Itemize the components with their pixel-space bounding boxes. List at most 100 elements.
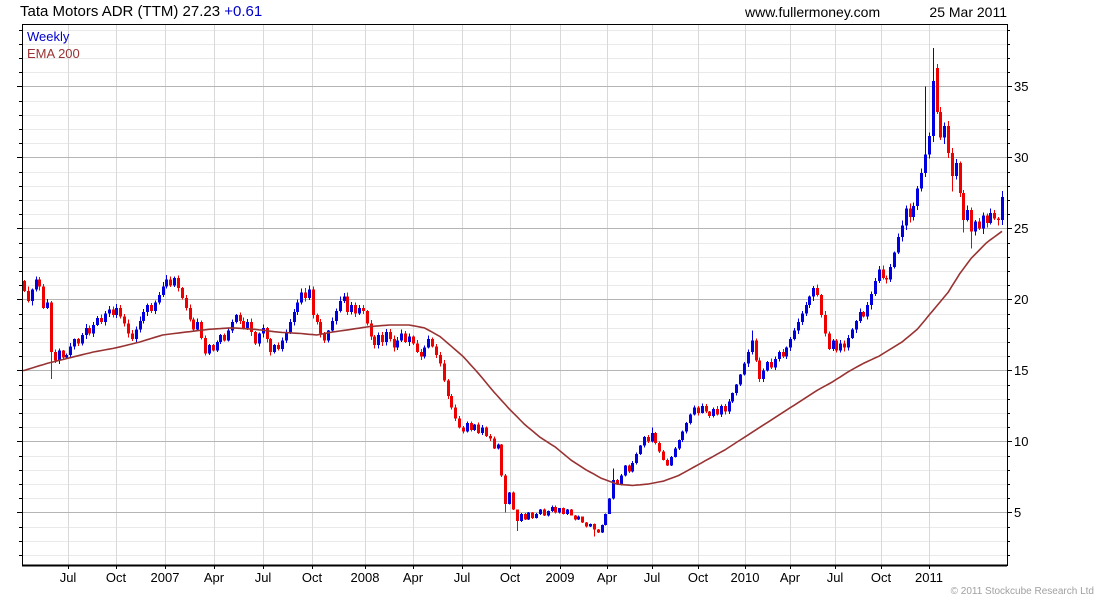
candle-body-up [231,322,234,331]
candle-body-up [989,212,992,223]
candle-body-up [577,516,580,520]
candle-body-down [593,523,596,530]
candle-body-down [316,315,319,323]
legend-ema-200: EMA 200 [27,46,80,61]
y-axis-label: 30 [1014,150,1028,165]
candle-body-down [123,316,126,324]
candle-body-up [396,340,399,348]
candle-body-up [296,302,299,313]
candle-body-down [697,407,700,414]
candle-body-up [612,479,615,499]
candle-body-up [974,221,977,232]
candle-body-up [897,236,900,253]
candle-body-up [1001,197,1004,220]
x-axis-label: 2010 [731,570,760,585]
candle-body-down [54,352,57,361]
candle-body-down [119,307,122,317]
candle-body-up [916,188,919,206]
candle-body-up [466,423,469,432]
candle-body-up [601,525,604,533]
candle-body-down [212,344,215,351]
candle-body-down [724,405,727,412]
candle-body-up [246,322,249,328]
candle-body-down [616,479,619,485]
candle-body-up [46,302,49,308]
candle-body-up [720,405,723,415]
candle-body-down [450,396,453,408]
candle-body-up [793,330,796,340]
x-axis-label: Apr [403,570,424,585]
candle-body-up [739,374,742,385]
chart-title: Tata Motors ADR (TTM) 27.23 +0.61 [20,3,262,20]
candle-body-down [716,408,719,415]
candle-body-down [882,269,885,279]
candle-body-down [42,286,45,308]
candle-body-up [624,465,627,476]
candle-body-up [400,333,403,341]
candle-body-up [674,448,677,458]
candle-body-down [435,346,438,355]
candle-body-up [219,334,222,343]
candle-body-up [339,300,342,311]
candle-body-up [982,215,985,229]
candle-body-down [323,333,326,341]
candle-body-up [547,511,550,516]
candle-body-down [628,465,631,472]
candle-body-down [23,281,26,291]
x-axis-label: Oct [302,570,323,585]
candle-body-down [127,323,130,334]
candle-body-up [932,80,935,137]
candle-body-up [535,513,538,519]
candle-body-down [939,112,942,138]
candle-body-up [527,512,530,520]
candle-body-up [408,336,411,343]
candle-body-up [327,330,330,341]
candle-body-up [481,427,484,433]
candle-body-up [331,320,334,331]
candle-body-up [115,307,118,316]
candle-body-up [566,509,569,514]
candle-body-down [543,509,546,516]
candle-body-down [666,459,669,466]
candle-body-down [524,513,527,520]
x-axis-label: 2011 [915,570,943,585]
candle-body-up [473,424,476,431]
candle-body-down [354,305,357,314]
candle-body-up [901,225,904,237]
candle-body-up [139,320,142,330]
candle-body-up [651,432,654,442]
candle-body-up [69,346,72,355]
candle-body-up [335,310,338,321]
x-axis-label: Jul [255,570,272,585]
candle-body-up [878,269,881,282]
candle-body-down [835,340,838,351]
candle-body-down [381,334,384,343]
instrument-name-and-price: Tata Motors ADR (TTM) 27.23 [20,3,221,20]
candle-body-down [986,215,989,223]
candle-body-up [928,136,931,155]
candle-body-up [797,322,800,331]
candle-body-down [389,332,392,340]
candle-body-up [874,281,877,294]
candle-body-down [304,292,307,299]
candle-body-down [393,339,396,348]
candle-body-down [485,427,488,436]
candle-body-down [169,279,172,286]
candle-body-up [893,252,896,267]
candle-body-down [993,212,996,219]
candle-body-up [731,393,734,402]
candle-body-up [273,344,276,353]
candle-body-down [254,332,257,344]
candle-body-down [112,309,115,316]
candle-body-up [216,342,219,351]
candle-body-up [608,498,611,514]
candle-body-down [312,289,315,316]
candle-body-down [27,290,30,301]
candle-body-down [250,322,253,333]
candle-body-down [269,339,272,353]
candle-body-down [770,361,773,368]
candle-body-up [604,513,607,526]
price-change: +0.61 [224,3,263,20]
candle-body-up [859,312,862,321]
candle-body-up [670,457,673,466]
